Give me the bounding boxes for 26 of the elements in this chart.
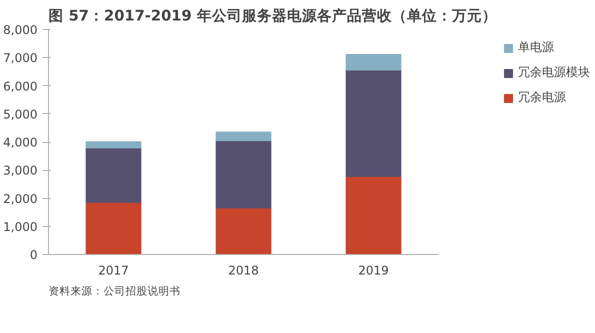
legend-label: 冗余电源模块 (518, 64, 590, 81)
y-tick-label: 3,000 (3, 164, 38, 178)
bar (216, 140, 272, 208)
bar (216, 132, 272, 142)
x-tick-label: 2018 (228, 264, 259, 278)
y-tick-label: 6,000 (3, 79, 38, 94)
bar (346, 70, 402, 177)
y-tick-label: 5,000 (3, 107, 38, 122)
y-tick-label: 1,000 (3, 220, 38, 234)
bar (86, 147, 142, 203)
text: 资料来源：公司招股说明书 (48, 284, 180, 298)
chart-title: 图 57：2017-2019 年公司服务器电源各产品营收（单位：万元） (48, 8, 497, 24)
bar (86, 202, 142, 254)
bar (216, 207, 272, 254)
y-tick-label: 7,000 (3, 51, 38, 66)
y-tick-label: 4,000 (3, 136, 38, 150)
y-tick-label: 8,000 (3, 23, 38, 37)
bar (86, 141, 142, 148)
x-tick-label: 2017 (98, 264, 129, 278)
y-tick-label: 0 (30, 248, 38, 262)
y-tick-label: 2,000 (3, 192, 38, 206)
bar (346, 54, 402, 70)
bar (346, 176, 402, 254)
legend-label: 单电源 (518, 39, 554, 56)
legend-label: 冗余电源 (518, 89, 566, 106)
x-tick-label: 2019 (358, 264, 389, 278)
